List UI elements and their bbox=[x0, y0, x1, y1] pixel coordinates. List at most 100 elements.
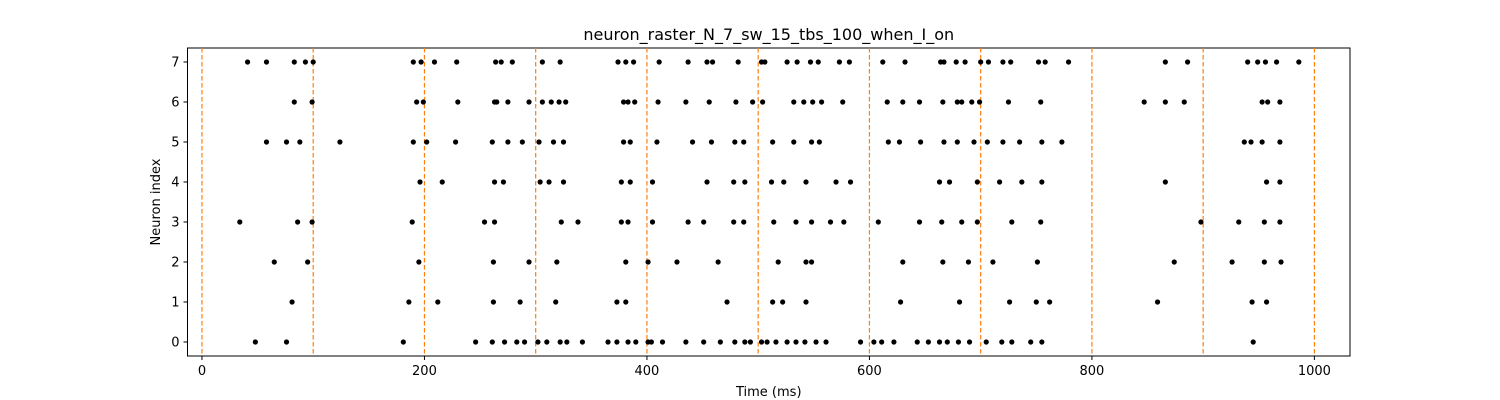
y-tick-label: 4 bbox=[171, 176, 179, 191]
spike-point bbox=[1265, 99, 1271, 105]
spike-point bbox=[439, 179, 445, 185]
spike-point bbox=[840, 99, 846, 105]
spike-point bbox=[1277, 219, 1283, 225]
spike-point bbox=[803, 299, 809, 305]
spike-point bbox=[632, 99, 638, 105]
spike-point bbox=[747, 339, 753, 345]
spike-point bbox=[857, 339, 864, 345]
spike-point bbox=[808, 219, 815, 225]
spike-point bbox=[936, 339, 943, 345]
spike-point bbox=[291, 99, 297, 105]
spike-point bbox=[305, 259, 311, 265]
spike-point bbox=[1035, 59, 1042, 65]
spike-point bbox=[974, 179, 980, 185]
plot-frame bbox=[187, 47, 1351, 357]
spike-point bbox=[833, 179, 839, 185]
spike-point bbox=[784, 339, 790, 345]
spike-point bbox=[715, 259, 721, 265]
spike-point bbox=[521, 339, 528, 345]
spike-point bbox=[498, 59, 504, 65]
spike-point bbox=[630, 59, 637, 65]
spike-point bbox=[764, 339, 770, 345]
spike-point bbox=[780, 299, 786, 305]
spike-point bbox=[410, 59, 416, 65]
spike-point bbox=[985, 59, 992, 65]
y-tick-label: 2 bbox=[171, 256, 179, 271]
spike-point bbox=[489, 139, 495, 145]
spike-point bbox=[400, 339, 406, 345]
spike-point bbox=[940, 99, 946, 105]
spike-point bbox=[1006, 299, 1013, 305]
y-tick-label: 3 bbox=[171, 216, 179, 231]
spike-point bbox=[773, 339, 779, 345]
x-tick-label: 1000 bbox=[1298, 364, 1331, 379]
spike-point bbox=[1034, 259, 1041, 265]
spike-point bbox=[283, 139, 290, 145]
spike-point bbox=[939, 219, 945, 225]
spike-point bbox=[420, 99, 426, 105]
spike-point bbox=[1162, 179, 1168, 185]
spike-point bbox=[539, 99, 545, 105]
spike-point bbox=[962, 59, 968, 65]
spike-point bbox=[645, 259, 651, 265]
spike-point bbox=[550, 139, 557, 145]
spike-point bbox=[1277, 139, 1283, 145]
spike-point bbox=[941, 59, 947, 65]
spike-point bbox=[791, 99, 797, 105]
spike-point bbox=[1005, 99, 1012, 105]
spike-point bbox=[818, 99, 825, 105]
spike-point bbox=[1000, 59, 1006, 65]
spike-point bbox=[813, 339, 819, 345]
spike-point bbox=[941, 139, 947, 145]
spike-point bbox=[627, 179, 633, 185]
spike-point bbox=[978, 59, 984, 65]
spike-point bbox=[1141, 99, 1147, 105]
spike-point bbox=[1263, 299, 1270, 305]
spike-point bbox=[289, 299, 295, 305]
spike-point bbox=[452, 139, 459, 145]
spike-point bbox=[1245, 59, 1251, 65]
x-tick-label: 200 bbox=[412, 364, 437, 379]
spike-point bbox=[297, 139, 303, 145]
spike-point bbox=[431, 59, 438, 65]
spike-point bbox=[535, 339, 541, 345]
spike-point bbox=[605, 339, 611, 345]
spike-point bbox=[473, 339, 479, 345]
spike-point bbox=[544, 339, 550, 345]
spike-point bbox=[625, 339, 631, 345]
spike-point bbox=[526, 99, 532, 105]
spike-point bbox=[536, 139, 542, 145]
spike-point bbox=[946, 179, 953, 185]
spike-point bbox=[916, 99, 923, 105]
spike-point bbox=[762, 59, 768, 65]
spike-point bbox=[295, 219, 301, 225]
spike-point bbox=[708, 139, 715, 145]
spike-point bbox=[953, 59, 959, 65]
spike-point bbox=[1039, 139, 1045, 145]
spike-point bbox=[966, 339, 973, 345]
spike-point bbox=[969, 99, 975, 105]
spike-point bbox=[775, 259, 781, 265]
spike-point bbox=[1065, 59, 1072, 65]
spike-point bbox=[807, 59, 814, 65]
spike-point bbox=[701, 339, 707, 345]
spike-point bbox=[481, 219, 488, 225]
spike-point bbox=[683, 339, 689, 345]
spike-point bbox=[553, 299, 559, 305]
spike-point bbox=[760, 99, 766, 105]
spike-point bbox=[810, 99, 816, 105]
spike-point bbox=[560, 139, 567, 145]
spike-point bbox=[847, 179, 854, 185]
spike-point bbox=[1249, 299, 1255, 305]
spike-point bbox=[655, 99, 661, 105]
spike-point bbox=[454, 59, 460, 65]
spike-point bbox=[959, 99, 965, 105]
spike-point bbox=[959, 219, 965, 225]
spike-point bbox=[1259, 99, 1265, 105]
marker-lines bbox=[201, 48, 1316, 356]
y-axis-label: Neuron index bbox=[149, 158, 164, 245]
spike-point bbox=[768, 179, 775, 185]
spike-point bbox=[816, 139, 822, 145]
spike-point bbox=[791, 139, 797, 145]
